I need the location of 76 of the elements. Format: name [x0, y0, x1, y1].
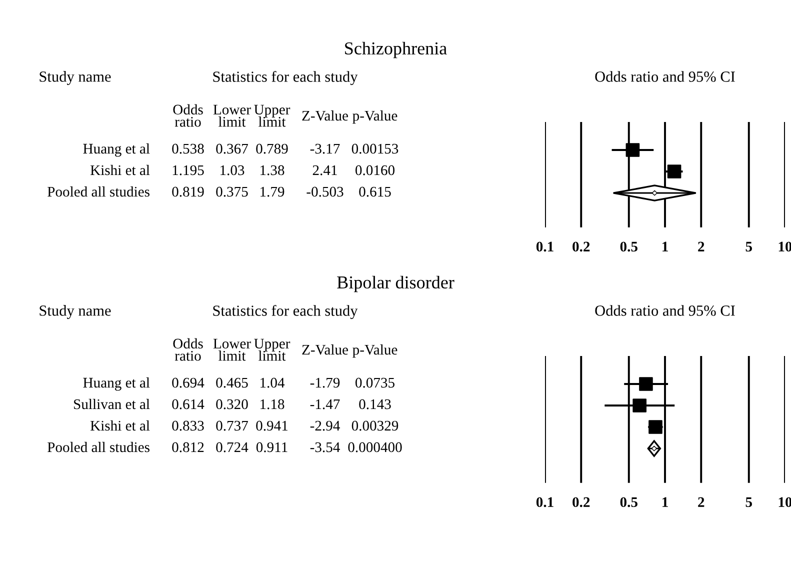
text: 0.00153	[352, 144, 398, 154]
text: Upper limit	[254, 338, 290, 361]
x-tick-label: 0.5	[620, 242, 638, 252]
text: 0.367	[216, 144, 248, 154]
text: -0.503	[306, 186, 344, 197]
text: Z-Value	[302, 344, 348, 355]
text: 2.41	[312, 165, 337, 176]
text: 1.03	[220, 165, 244, 176]
x-tick-label: 1	[662, 497, 668, 507]
text: -1.47	[310, 399, 340, 410]
x-tick-label: 1	[662, 242, 668, 252]
text: 0.911	[256, 442, 288, 452]
text: 0.000400	[348, 442, 402, 452]
x-tick-label: 2	[698, 242, 704, 252]
text: -3.54	[310, 442, 340, 452]
text: 0.941	[256, 420, 288, 431]
text: Schizophrenia	[345, 42, 447, 58]
category-label: Kishi et al	[90, 164, 150, 176]
point	[647, 440, 661, 457]
text: 0.724	[216, 442, 248, 452]
text: 0.0735	[356, 378, 394, 388]
text: Odds ratio and 95% CI	[595, 71, 735, 82]
text: 0.737	[216, 420, 248, 431]
text: 0.538	[172, 144, 204, 154]
x-tick-label: 0.2	[572, 497, 590, 508]
x-tick-label: 5	[746, 497, 752, 508]
text: 0.615	[359, 186, 391, 197]
text: 0.0160	[356, 165, 394, 176]
point	[648, 420, 662, 434]
text: -3.17	[310, 144, 340, 154]
text: Statistics for each study	[213, 304, 358, 320]
x-tick-label: 2	[698, 497, 704, 507]
text: 0.614	[172, 399, 204, 410]
text: -1.79	[310, 378, 340, 388]
text: 0.320	[216, 399, 248, 410]
text: 0.00329	[352, 420, 398, 431]
text: 1.195	[172, 165, 204, 176]
text: Upper limit	[254, 104, 290, 127]
text: Study name	[40, 305, 111, 319]
text: 1.79	[260, 186, 284, 197]
text: Bipolar disorder	[337, 276, 454, 292]
category-label: Huang et al	[83, 377, 150, 391]
text: Lower limit	[213, 104, 251, 127]
category-label: Pooled all studies	[48, 442, 150, 452]
x-tick-label: 0.5	[620, 497, 638, 508]
text: Statistics for each study	[213, 70, 358, 86]
x-tick-label: 0.1	[536, 242, 554, 252]
text: 1.04	[260, 378, 285, 388]
text: -2.94	[310, 420, 340, 431]
text: 0.143	[359, 399, 391, 410]
text: Odds ratio and 95% CI	[595, 305, 735, 316]
text: Z-Value	[302, 110, 348, 121]
text: 0.465	[216, 378, 248, 388]
category-label: Kishi et al	[90, 420, 150, 431]
text: 0.819	[172, 186, 204, 197]
text: 0.812	[172, 442, 204, 452]
point	[639, 377, 653, 391]
point	[632, 398, 646, 412]
text: Study name	[40, 71, 111, 85]
text: 0.789	[256, 144, 288, 154]
text: Odds ratio	[173, 338, 203, 361]
text: 1.18	[260, 399, 284, 410]
text: 0.694	[172, 378, 204, 388]
text: 1.38	[260, 165, 284, 176]
category-label: Pooled all studies	[48, 186, 150, 197]
text: p-Value	[352, 344, 398, 358]
text: p-Value	[352, 110, 398, 124]
text: 0.833	[172, 420, 204, 431]
x-tick-label: 5	[746, 242, 752, 252]
text: 0.375	[216, 186, 248, 197]
text: Odds ratio	[173, 104, 203, 127]
x-tick-label: 0.2	[572, 242, 590, 252]
category-label: Sullivan et al	[74, 398, 150, 410]
category-label: Huang et al	[83, 143, 150, 157]
text: Lower limit	[213, 338, 251, 361]
x-tick-label: 0.1	[536, 497, 554, 508]
